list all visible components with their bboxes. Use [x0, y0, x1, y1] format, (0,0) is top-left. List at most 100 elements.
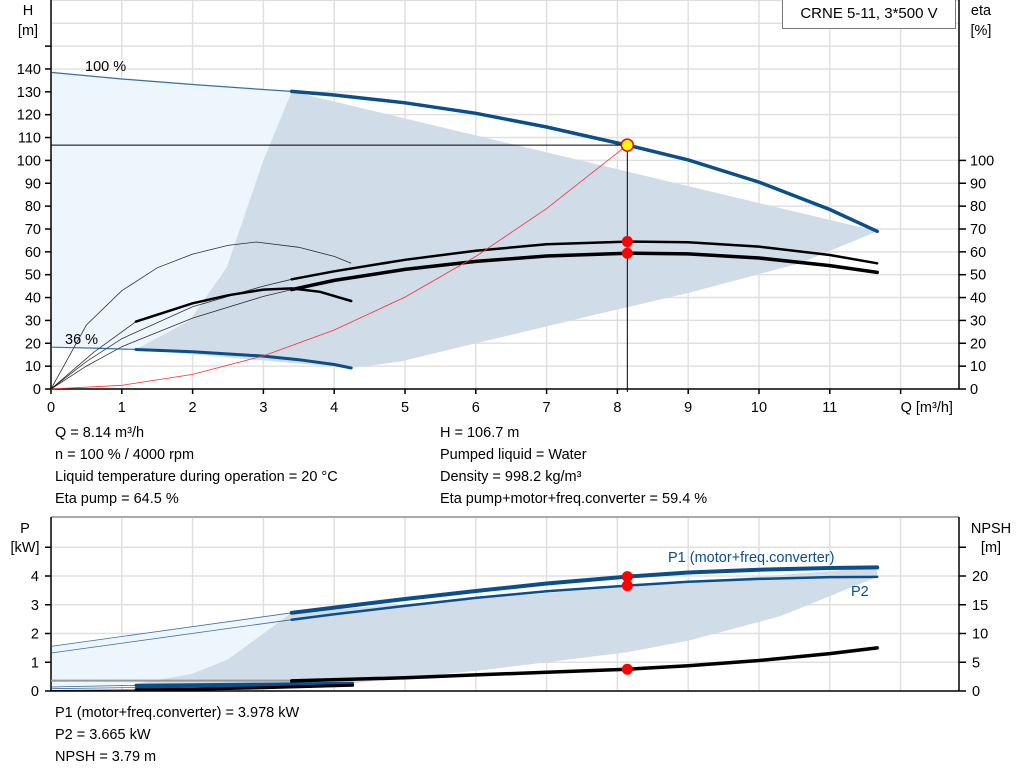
h-tick-label: 20	[25, 336, 41, 352]
p2-series-label: P2	[851, 584, 869, 600]
q-tick-label: 2	[189, 400, 197, 416]
p-tick-label: 2	[31, 627, 39, 643]
head-curve-36	[134, 348, 353, 370]
p-tick-label: 4	[31, 569, 39, 585]
p-axis-label: P	[20, 521, 30, 537]
system-curve	[50, 144, 628, 390]
p1-36-curve-extension	[50, 684, 137, 688]
q-tick-label: 8	[613, 400, 621, 416]
eta-total-curve	[289, 251, 879, 292]
p2-curve	[290, 575, 879, 621]
h-tick-label: 140	[17, 62, 41, 78]
q-tick-label: 9	[684, 400, 692, 416]
head-curve-100	[289, 89, 879, 234]
eta-axis-unit: [%]	[971, 23, 992, 39]
q-tick-label: 0	[47, 400, 55, 416]
npsh-marker	[621, 663, 633, 675]
eta-tick-label: 50	[970, 268, 986, 284]
eta-total-36-curve-extension	[50, 321, 137, 390]
npsh-tick-label: 20	[972, 569, 988, 585]
pump-title-box: CRNE 5-11, 3*500 V	[782, 0, 956, 29]
eta-tick-label: 90	[970, 176, 986, 192]
p1-curve-extension	[50, 612, 292, 647]
info-p2: P2 = 3.665 kW	[55, 727, 151, 743]
p-axis-unit: [kW]	[11, 540, 40, 556]
eta-tick-label: 70	[970, 222, 986, 238]
info-temperature: Liquid temperature during operation = 20…	[55, 469, 338, 485]
h-tick-label: 30	[25, 313, 41, 329]
h-tick-label: 50	[25, 268, 41, 284]
info-npsh: NPSH = 3.79 m	[55, 749, 157, 765]
operating-area-light	[51, 612, 292, 689]
p-tick-label: 0	[31, 684, 39, 700]
q-tick-label: 6	[472, 400, 480, 416]
p-tick-label: 3	[31, 598, 39, 614]
h-tick-label: 90	[25, 176, 41, 192]
head-curve-36-extension	[50, 346, 137, 351]
eta-pump-curve	[290, 240, 879, 281]
operating-area	[136, 91, 878, 369]
p1-series-label: P1 (motor+freq.converter)	[668, 550, 834, 566]
speed-label-100: 100 %	[85, 59, 126, 75]
eta-tick-label: 100	[970, 153, 994, 169]
eta-tick-label: 0	[970, 382, 978, 398]
q-tick-label: 7	[543, 400, 551, 416]
eta-total-36-curve	[134, 287, 353, 323]
info-liquid: Pumped liquid = Water	[440, 447, 587, 463]
p1-marker	[621, 571, 633, 583]
h-tick-label: 120	[17, 108, 41, 124]
info-p1: P1 (motor+freq.converter) = 3.978 kW	[55, 705, 300, 721]
q-axis-label: Q [m³/h]	[901, 400, 953, 416]
h-tick-label: 0	[33, 382, 41, 398]
info-eta-pump: Eta pump = 64.5 %	[55, 491, 179, 507]
info-q: Q = 8.14 m³/h	[55, 425, 145, 441]
p1-curve	[289, 565, 880, 615]
p-tick-label: 1	[31, 655, 39, 671]
q-tick-label: 4	[330, 400, 338, 416]
speed-label-36: 36 %	[65, 332, 98, 348]
p2-36-curve-extension	[50, 687, 137, 690]
eta-pump-36-curve-extension	[50, 241, 352, 390]
npsh-axis-unit: [m]	[981, 540, 1001, 556]
h-tick-label: 80	[25, 199, 41, 215]
p2-marker	[621, 580, 633, 592]
h-tick-label: 100	[17, 153, 41, 169]
q-tick-label: 5	[401, 400, 409, 416]
h-tick-label: 70	[25, 222, 41, 238]
eta-pump-curve-extension	[50, 278, 292, 390]
eta-total-curve-extension	[50, 289, 292, 390]
h-axis-label: H	[23, 3, 33, 19]
q-tick-label: 10	[751, 400, 767, 416]
eta-tick-label: 60	[970, 245, 986, 261]
operating-area	[136, 567, 878, 684]
npsh-36-curve-extension	[50, 689, 137, 691]
eta-tick-label: 20	[970, 336, 986, 352]
q-tick-label: 11	[822, 400, 837, 416]
npsh-tick-label: 0	[972, 684, 980, 700]
npsh-36-curve	[134, 683, 355, 692]
eta-total-marker	[621, 247, 633, 259]
info-speed: n = 100 % / 4000 rpm	[55, 447, 195, 463]
npsh-tick-label: 10	[972, 627, 988, 643]
q-tick-label: 1	[118, 400, 126, 416]
eta-tick-label: 80	[970, 199, 986, 215]
info-eta-total: Eta pump+motor+freq.converter = 59.4 %	[440, 491, 708, 507]
duty-point-marker	[620, 138, 635, 152]
p2-curve-extension	[50, 619, 292, 654]
info-density: Density = 998.2 kg/m³	[440, 469, 582, 485]
h-axis-unit: [m]	[18, 23, 38, 39]
p1-36-curve	[134, 681, 355, 687]
operating-area-light	[51, 72, 292, 350]
eta-tick-label: 10	[970, 359, 986, 375]
h-tick-label: 110	[18, 131, 41, 147]
h-tick-label: 10	[25, 359, 41, 375]
eta-tick-label: 30	[970, 313, 986, 329]
eta-tick-label: 40	[970, 291, 986, 307]
head-curve-100-extension	[50, 71, 292, 92]
h-tick-label: 130	[17, 85, 41, 101]
h-tick-label: 40	[25, 291, 41, 307]
eta-axis-label: eta	[971, 3, 992, 19]
info-h: H = 106.7 m	[440, 425, 520, 441]
